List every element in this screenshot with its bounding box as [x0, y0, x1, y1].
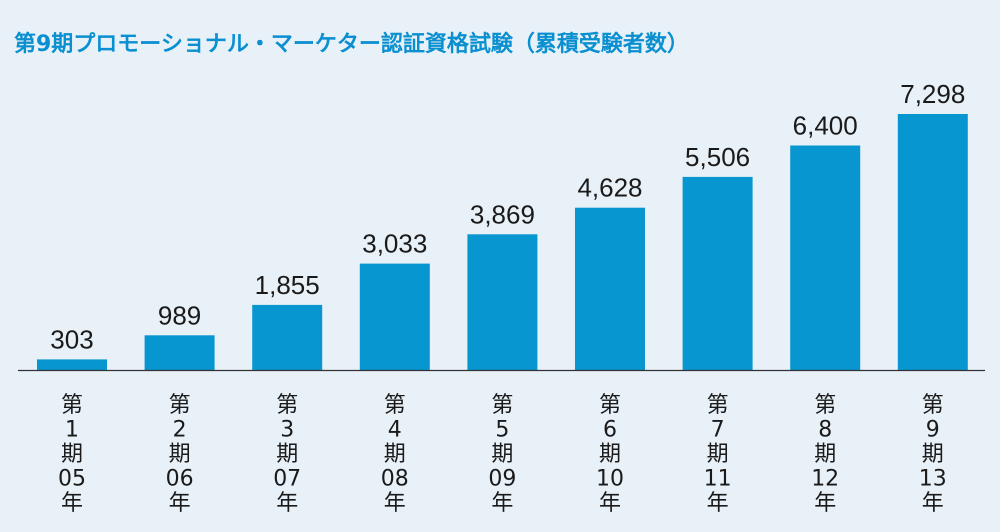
category-label-line: 第: [707, 393, 729, 418]
category-label-line: 7: [711, 418, 725, 443]
category-label-line: 05: [58, 467, 86, 492]
bar-value-label-7: 5,506: [685, 142, 750, 172]
category-label-line: 12: [811, 467, 839, 492]
bar-value-label-2: 989: [158, 300, 201, 330]
category-label-line: 年: [599, 491, 621, 516]
category-label-line: 期: [922, 442, 944, 467]
category-label-line: 08: [381, 467, 409, 492]
bar-3: [252, 304, 323, 370]
category-label-line: 06: [166, 467, 194, 492]
bar-value-label-5: 3,869: [470, 199, 535, 229]
bar-4: [359, 263, 430, 370]
category-label-line: 3: [280, 418, 294, 443]
category-label-line: 年: [169, 491, 191, 516]
category-label-line: 第: [384, 393, 406, 418]
category-label-line: 第: [814, 393, 836, 418]
category-label-line: 第: [922, 393, 944, 418]
bar-value-label-6: 4,628: [577, 173, 642, 203]
bar-7: [682, 176, 753, 370]
chart-title: 第9期プロモーショナル・マーケター認証資格試験（累積受験者数）: [14, 32, 689, 57]
category-label-line: 年: [61, 491, 83, 516]
category-label-line: 年: [384, 491, 406, 516]
category-label-line: 9: [926, 418, 940, 443]
category-label-line: 6: [603, 418, 617, 443]
bar-value-label-8: 6,400: [793, 111, 858, 141]
category-label-line: 期: [814, 442, 836, 467]
category-label-line: 年: [491, 491, 513, 516]
category-label-line: 年: [707, 491, 729, 516]
category-label-line: 2: [173, 418, 187, 443]
category-label-line: 8: [818, 418, 832, 443]
bar-6: [575, 207, 645, 370]
category-label-line: 第: [61, 393, 83, 418]
category-label-line: 09: [488, 467, 516, 492]
category-label-line: 10: [596, 467, 624, 492]
bar-9: [897, 114, 968, 370]
category-label-line: 期: [384, 442, 406, 467]
category-label-line: 4: [388, 418, 402, 443]
category-label-line: 第: [276, 393, 298, 418]
category-label-line: 07: [273, 467, 301, 492]
bar-value-label-9: 7,298: [900, 79, 965, 109]
category-label-line: 5: [495, 418, 509, 443]
category-label-line: 11: [704, 467, 732, 492]
category-label-line: 第: [599, 393, 621, 418]
category-label-line: 1: [65, 418, 79, 443]
bar-2: [144, 335, 215, 370]
category-label-line: 期: [61, 442, 83, 467]
category-label-line: 年: [814, 491, 836, 516]
category-label-line: 期: [276, 442, 298, 467]
category-label-line: 第: [491, 393, 513, 418]
category-label-line: 期: [169, 442, 191, 467]
category-label-line: 13: [919, 467, 947, 492]
category-label-line: 期: [599, 442, 621, 467]
category-label-line: 期: [707, 442, 729, 467]
bar-value-label-4: 3,033: [362, 229, 427, 259]
bar-8: [790, 145, 861, 370]
bar-1: [37, 359, 107, 370]
category-label-line: 年: [922, 491, 944, 516]
category-label-line: 年: [276, 491, 298, 516]
bar-5: [467, 234, 538, 370]
category-label-line: 第: [169, 393, 191, 418]
category-label-line: 期: [491, 442, 513, 467]
bar-value-label-3: 1,855: [255, 270, 320, 300]
bar-value-label-1: 303: [50, 324, 93, 354]
